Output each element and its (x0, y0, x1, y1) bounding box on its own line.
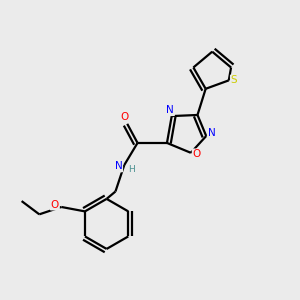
Text: O: O (193, 149, 201, 159)
Text: N: N (115, 161, 122, 172)
Text: N: N (167, 105, 174, 115)
Text: S: S (231, 75, 237, 85)
Text: O: O (120, 112, 128, 122)
Text: O: O (51, 200, 59, 210)
Text: N: N (208, 128, 216, 138)
Text: H: H (128, 165, 135, 174)
